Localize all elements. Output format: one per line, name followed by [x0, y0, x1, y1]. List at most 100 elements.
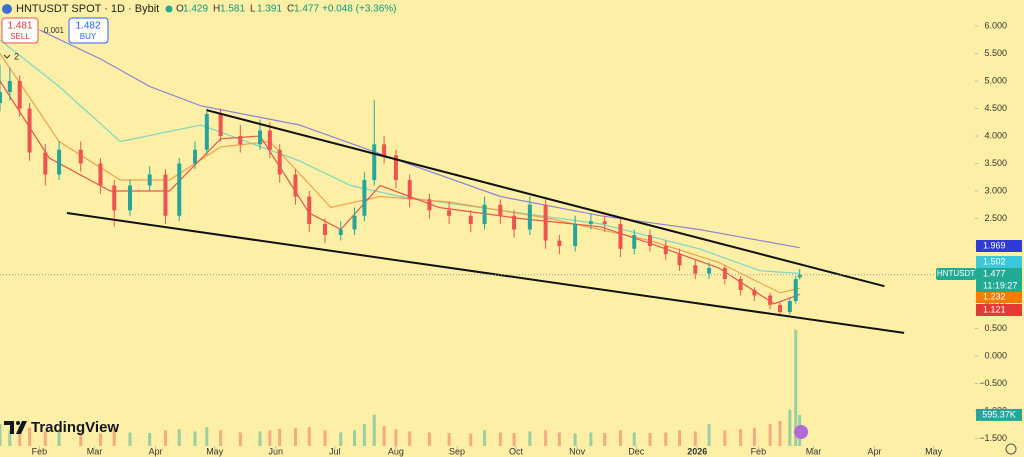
candle-body — [193, 149, 197, 164]
candle-body — [447, 210, 452, 216]
ma-badge — [976, 256, 1022, 268]
volume-bar — [278, 428, 282, 446]
x-tick-label: Apr — [149, 446, 163, 456]
y-tick-label: 0.500 — [984, 323, 1007, 333]
logo-dot — [16, 421, 20, 425]
volume-bar — [678, 430, 682, 446]
volume-bar — [339, 432, 343, 446]
volume-bar — [353, 430, 357, 446]
volume-bar — [768, 424, 772, 446]
volume-bar — [193, 431, 197, 446]
volume-bar — [268, 430, 272, 446]
volume-bar — [219, 430, 223, 446]
candle-body — [293, 174, 298, 197]
volume-bar — [528, 431, 532, 446]
candle-body — [352, 215, 357, 230]
ma-badge — [976, 240, 1022, 252]
ma-value: 1.502 — [983, 256, 1006, 266]
volume-bar — [258, 431, 262, 446]
volume-label: 595.37K — [982, 409, 1016, 419]
candle-body — [752, 290, 757, 296]
volume-bar — [707, 424, 711, 446]
volume-bar — [0, 424, 2, 446]
y-tick-label: −0.500 — [979, 378, 1007, 388]
y-tick-label: 5.500 — [984, 48, 1007, 58]
candle-body — [382, 144, 387, 156]
event-icon[interactable] — [794, 425, 808, 439]
volume-bar — [163, 430, 167, 446]
buy-button[interactable] — [68, 17, 109, 44]
candle-body — [128, 185, 132, 211]
volume-badge — [976, 408, 1022, 421]
x-tick-label: Nov — [569, 446, 586, 456]
ohlc-row: O 1.429 H 1.581 L 1.391 C 1.477 +0.048 (+3.36%) — [176, 4, 397, 15]
x-tick-label: May — [206, 446, 224, 456]
volume-bar — [98, 433, 102, 446]
volume-bar — [788, 409, 792, 446]
spread: 0.001 — [44, 26, 65, 35]
moving-average — [39, 29, 800, 249]
ohlc-letter: L — [250, 4, 256, 15]
volume-bar — [323, 430, 327, 446]
ohlc-letter: H — [213, 4, 220, 15]
ma-value: 1.121 — [983, 304, 1006, 314]
candle-body — [98, 163, 103, 186]
candle-body — [618, 224, 623, 249]
candle-body — [407, 180, 412, 200]
volume-bar — [632, 432, 636, 446]
x-tick-label: Jun — [268, 446, 283, 456]
candle-body — [527, 204, 532, 230]
y-tick-label: 3.500 — [984, 158, 1007, 168]
settings-icon[interactable] — [1005, 443, 1017, 455]
volume-bar — [293, 428, 297, 446]
candle-body — [722, 268, 727, 280]
candle-body — [787, 301, 792, 313]
candle-body — [323, 224, 327, 236]
volume-bar — [794, 329, 798, 446]
candle-body — [372, 144, 377, 181]
volume-bar — [512, 432, 516, 446]
candle-body — [693, 265, 698, 274]
candle-body — [0, 92, 2, 104]
candle-body — [768, 295, 773, 305]
candle-body — [393, 155, 398, 181]
volume-bar — [382, 426, 386, 446]
candle-body — [307, 196, 312, 225]
candle-body — [43, 152, 48, 175]
trend-line — [206, 109, 885, 288]
collapse-icon[interactable] — [3, 54, 11, 59]
ma-value: 1.232 — [983, 291, 1006, 301]
volume-bar — [8, 430, 12, 446]
candle-body — [588, 221, 593, 225]
volume-bar — [79, 432, 83, 446]
x-tick-label: Feb — [751, 446, 767, 456]
volume-bar — [205, 427, 209, 446]
y-tick-label: 4.500 — [984, 103, 1007, 113]
trend-line — [66, 212, 905, 334]
volume-bar — [483, 430, 487, 446]
candle-body — [218, 114, 223, 137]
x-tick-label: Dec — [628, 446, 645, 456]
candle-body — [177, 163, 182, 216]
volume-bar — [307, 427, 311, 446]
last-price-badge — [976, 268, 1022, 292]
sell-button[interactable] — [1, 17, 39, 44]
candle-body — [57, 149, 62, 175]
candle-body — [277, 149, 282, 175]
volume-bar — [57, 430, 61, 446]
ohlc-value: 1.391 — [257, 4, 282, 15]
candle-body — [204, 114, 209, 150]
candle-body — [543, 204, 548, 241]
x-tick-label: May — [925, 446, 943, 456]
candle-body — [238, 136, 243, 145]
volume-bar — [427, 432, 431, 446]
y-tick-label: 0.000 — [984, 350, 1007, 360]
y-tick-label: 2.500 — [984, 213, 1007, 223]
symbol-icon — [2, 4, 12, 14]
volume-bar — [112, 428, 116, 446]
volume-bar — [362, 424, 366, 446]
volume-bar — [573, 433, 577, 446]
ma-badge — [976, 291, 1022, 303]
candle-body — [793, 279, 798, 302]
